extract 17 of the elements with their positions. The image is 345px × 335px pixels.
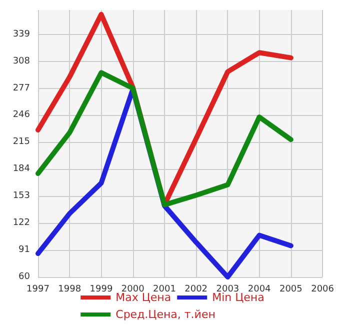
y-tick-label: 91 (18, 245, 30, 256)
y-tick-label: 215 (12, 137, 30, 148)
x-tick-label: 2005 (279, 284, 302, 294)
y-tick-label: 277 (12, 83, 30, 94)
y-tick-label: 122 (12, 218, 30, 228)
y-tick-label: 153 (12, 191, 30, 202)
x-tick-label: 1998 (58, 284, 82, 294)
y-tick-label: 308 (12, 56, 30, 66)
y-tick-label: 246 (12, 110, 30, 120)
x-tick-label: 2002 (184, 284, 208, 294)
x-tick-label: 2006 (311, 284, 334, 294)
x-tick-label: 1997 (26, 284, 50, 294)
y-tick-label: 184 (12, 164, 30, 174)
y-tick-label: 339 (12, 29, 30, 40)
y-tick-label: 60 (18, 272, 30, 282)
legend-label: Сред.Цена, т.йен (116, 308, 216, 321)
x-tick-label: 1999 (90, 284, 113, 294)
